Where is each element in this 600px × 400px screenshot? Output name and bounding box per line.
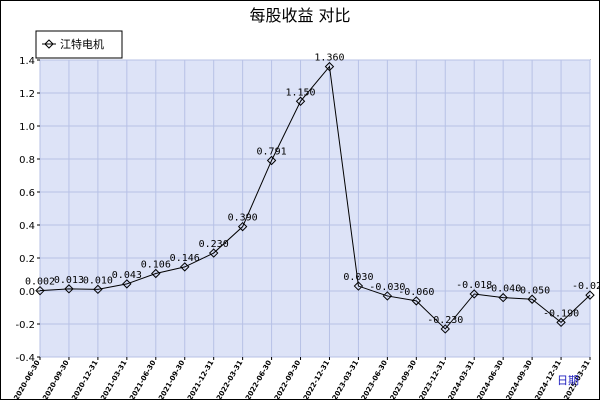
legend-diamond-icon bbox=[44, 39, 54, 49]
series-line bbox=[35, 61, 595, 334]
data-label: 0.230 bbox=[199, 239, 229, 250]
plot-background bbox=[39, 59, 591, 358]
data-label: 0.002 bbox=[25, 277, 55, 288]
data-point-marker[interactable] bbox=[324, 61, 335, 72]
x-tick-label: 2024-06-30 bbox=[476, 359, 505, 400]
x-tick-label: 2024-03-31 bbox=[447, 359, 476, 400]
x-axis-label: 日期 bbox=[557, 374, 579, 387]
data-label: 0.030 bbox=[343, 272, 373, 283]
y-tick-label: -0.4 bbox=[15, 353, 35, 364]
data-point-marker[interactable] bbox=[382, 291, 393, 301]
x-tick-label: 2023-06-30 bbox=[360, 359, 389, 400]
x-tick-label: 2022-03-31 bbox=[215, 359, 244, 400]
y-tick-label: 0.2 bbox=[19, 254, 35, 265]
data-point-marker[interactable] bbox=[353, 281, 364, 291]
data-label: 0.043 bbox=[112, 270, 142, 281]
x-tick-label: 2022-06-30 bbox=[244, 359, 273, 400]
data-point-marker[interactable] bbox=[64, 284, 74, 294]
x-tick-label: 2023-03-31 bbox=[331, 359, 360, 400]
y-tick-label: 0.8 bbox=[19, 155, 35, 166]
data-point-marker[interactable] bbox=[585, 290, 595, 300]
data-label: -0.025 bbox=[572, 281, 600, 292]
y-tick-label: 1.0 bbox=[19, 122, 35, 133]
x-tick-label: 2024-09-30 bbox=[505, 359, 534, 400]
y-tick-label: 0.6 bbox=[19, 188, 35, 199]
data-label: -0.230 bbox=[427, 315, 463, 326]
x-tick-label: 2022-09-30 bbox=[273, 359, 302, 400]
data-point-marker[interactable] bbox=[35, 285, 45, 296]
data-point-marker[interactable] bbox=[295, 96, 306, 106]
data-label: 1.150 bbox=[285, 87, 315, 98]
data-point-marker[interactable] bbox=[469, 289, 479, 299]
data-label: -0.030 bbox=[369, 282, 405, 293]
data-label: 1.360 bbox=[314, 53, 344, 64]
data-label: 0.791 bbox=[257, 146, 287, 157]
x-tick-label: 2021-09-30 bbox=[157, 359, 186, 400]
series-polyline bbox=[39, 65, 591, 330]
data-label: 0.146 bbox=[170, 253, 200, 264]
legend[interactable]: 江特电机 bbox=[35, 30, 123, 59]
data-label: 0.010 bbox=[83, 275, 113, 286]
y-axis: 1.4 1.2 1.0 0.8 0.6 0.4 0.2 0.0 -0.2 -0.4 bbox=[15, 56, 40, 364]
data-point-marker[interactable] bbox=[93, 284, 103, 295]
x-tick-label: 2023-12-31 bbox=[418, 359, 447, 400]
x-tick-label: 2021-06-30 bbox=[128, 359, 157, 400]
y-tick-label: 1.2 bbox=[19, 89, 35, 100]
x-tick-label: 2023-09-30 bbox=[389, 359, 418, 400]
data-point-marker[interactable] bbox=[440, 324, 450, 334]
data-point-marker[interactable] bbox=[122, 279, 132, 289]
x-tick-label: 2021-03-31 bbox=[99, 359, 128, 400]
data-label: -0.060 bbox=[398, 287, 434, 298]
data-label: 0.106 bbox=[141, 260, 171, 271]
y-tick-label: 1.4 bbox=[19, 56, 35, 67]
data-label: -0.190 bbox=[543, 308, 579, 319]
data-label: 0.013 bbox=[54, 275, 84, 286]
data-label: -0.040 bbox=[485, 284, 521, 295]
y-tick-label: -0.2 bbox=[15, 320, 35, 331]
chart-title: 每股收益 对比 bbox=[249, 6, 350, 25]
data-label: 0.390 bbox=[228, 213, 258, 224]
x-tick-label: 2020-12-31 bbox=[70, 359, 99, 400]
x-tick-label: 2020-09-30 bbox=[41, 359, 70, 400]
data-label: -0.018 bbox=[456, 280, 492, 291]
data-point-marker[interactable] bbox=[556, 317, 566, 328]
x-axis: 2020-06-30 2020-09-30 2020-12-31 2021-03-31… bbox=[12, 357, 592, 400]
x-tick-label: 2020-06-30 bbox=[12, 359, 41, 400]
data-point-marker[interactable] bbox=[180, 262, 190, 272]
x-tick-label: 2021-12-31 bbox=[186, 359, 215, 400]
data-label: -0.050 bbox=[514, 285, 550, 296]
data-point-marker[interactable] bbox=[498, 292, 508, 303]
y-tick-label: 0.4 bbox=[19, 221, 35, 232]
data-point-marker[interactable] bbox=[266, 155, 277, 166]
legend-label: 江特电机 bbox=[60, 37, 104, 51]
data-point-marker[interactable] bbox=[237, 221, 248, 232]
y-tick-label: 0.0 bbox=[19, 287, 35, 298]
x-tick-label: 2022-12-31 bbox=[302, 359, 331, 400]
data-point-marker[interactable] bbox=[208, 248, 219, 258]
data-point-marker[interactable] bbox=[411, 296, 422, 306]
data-point-marker[interactable] bbox=[527, 294, 537, 304]
plot-area bbox=[39, 59, 591, 358]
data-point-marker[interactable] bbox=[151, 268, 161, 279]
